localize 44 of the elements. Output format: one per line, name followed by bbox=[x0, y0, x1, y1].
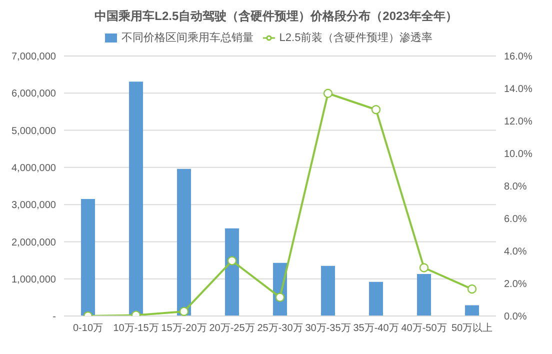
legend-label: 不同价格区间乘用车总销量 bbox=[121, 32, 254, 44]
point bbox=[419, 263, 429, 272]
legend-label: L2.5前装（含硬件预埋）渗透率 bbox=[279, 32, 433, 44]
bar bbox=[369, 282, 383, 316]
y-tick-label: 6,000,000 bbox=[12, 88, 56, 100]
y2-tick-label: 10.0% bbox=[504, 149, 532, 160]
y2-tick-label: 6.0% bbox=[504, 214, 527, 226]
y-tick-label: 5,000,000 bbox=[12, 126, 56, 137]
bar bbox=[81, 199, 95, 316]
x-tick-label: 50万以上 bbox=[451, 322, 493, 334]
bar bbox=[417, 274, 431, 316]
y2-tick-label: 4.0% bbox=[504, 246, 527, 258]
x-tick-label: 30万-35万 bbox=[305, 323, 351, 334]
point bbox=[275, 292, 285, 302]
point bbox=[371, 105, 381, 114]
point bbox=[179, 306, 189, 316]
bar bbox=[177, 168, 191, 316]
x-tick-label: 40万-50万 bbox=[401, 323, 447, 334]
y2-tick-label: 2.0% bbox=[504, 279, 527, 290]
point bbox=[227, 256, 237, 266]
bar bbox=[465, 305, 479, 316]
y-tick-label: 4,000,000 bbox=[12, 162, 56, 174]
x-tick-label: 35万-40万 bbox=[353, 323, 399, 334]
y-tick-label: 7,000,000 bbox=[12, 52, 56, 63]
point bbox=[467, 284, 477, 294]
bar bbox=[225, 228, 239, 316]
point bbox=[323, 88, 333, 98]
y2-tick-label: 14.0% bbox=[504, 84, 532, 96]
y2-tick-label: 0.0% bbox=[504, 312, 527, 323]
x-tick-label: 0-10万 bbox=[72, 323, 104, 334]
chart-title: 中国乘用车L2.5自动驾驶（含硬件预埋）价格段分布（2023年全年） bbox=[94, 8, 458, 25]
y-tick-label: 2,000,000 bbox=[12, 237, 56, 248]
x-tick-label: 15万-20万 bbox=[161, 323, 207, 334]
y-tick-label: - bbox=[52, 312, 56, 323]
bar bbox=[129, 82, 143, 316]
y2-tick-label: 16.0% bbox=[504, 52, 532, 63]
bar bbox=[321, 266, 335, 316]
y2-tick-label: 12.0% bbox=[504, 116, 532, 128]
x-tick-label: 25万-30万 bbox=[257, 323, 303, 334]
y-tick-label: 1,000,000 bbox=[12, 274, 56, 286]
x-tick-label: 10万-15万 bbox=[113, 323, 159, 334]
y2-tick-label: 8.0% bbox=[504, 182, 527, 193]
y-tick-label: 3,000,000 bbox=[12, 200, 56, 212]
x-tick-label: 20万-25万 bbox=[209, 323, 255, 334]
